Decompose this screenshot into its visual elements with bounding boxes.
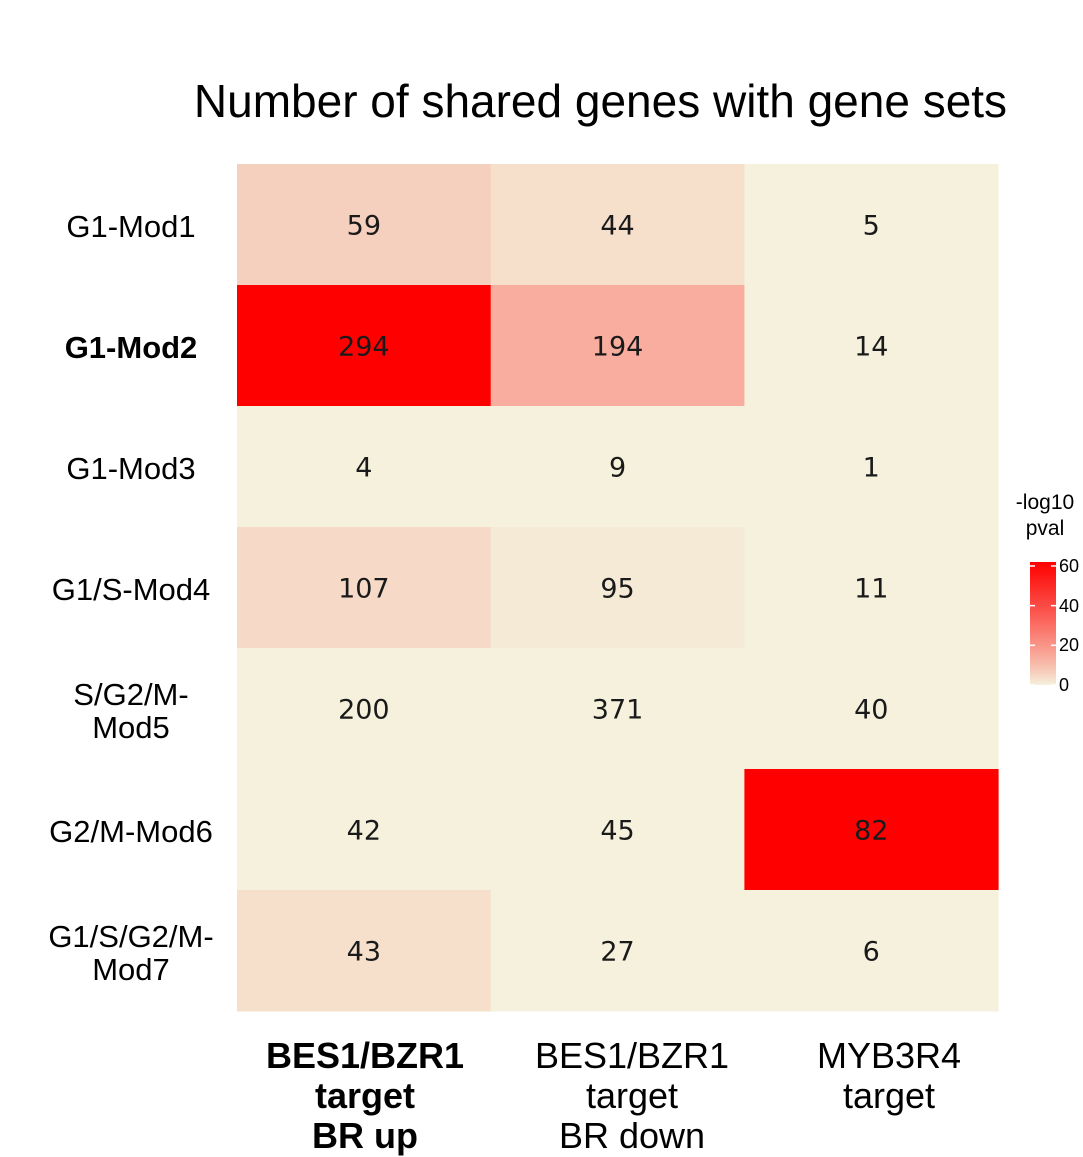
cell-value-label: 9 <box>609 453 626 484</box>
cell-value-label: 1 <box>863 453 880 484</box>
cell-value-label: 42 <box>347 816 381 847</box>
heatmap-cell <box>744 648 999 770</box>
heatmap-cell <box>237 406 492 528</box>
heatmap-cell <box>237 648 492 770</box>
legend-tick-label: 40 <box>1059 595 1080 616</box>
heatmap-cell <box>237 890 492 1012</box>
legend-tick-label: 60 <box>1059 555 1080 576</box>
heatmap-cell <box>237 285 492 407</box>
cell-value-label: 107 <box>338 574 390 605</box>
cell-value-label: 6 <box>863 937 880 968</box>
cell-value-label: 294 <box>338 332 390 363</box>
heatmap-cell <box>490 769 745 891</box>
cell-value-label: 40 <box>854 695 888 726</box>
column-label: BES1/BZR1 target BR down <box>534 1035 730 1156</box>
heatmap-cell <box>744 406 999 528</box>
cell-value-label: 82 <box>854 816 888 847</box>
cell-value-label: 27 <box>600 937 634 968</box>
heatmap-cell <box>490 890 745 1012</box>
cell-value-label: 5 <box>863 211 880 242</box>
heatmap-cell <box>744 890 999 1012</box>
legend-tick-label: 20 <box>1059 635 1080 656</box>
heatmap-cell <box>490 406 745 528</box>
chart-title: Number of shared genes with gene sets <box>193 75 1008 127</box>
cell-value-label: 14 <box>854 332 888 363</box>
cell-value-label: 45 <box>600 816 634 847</box>
heatmap-cell <box>237 164 492 286</box>
heatmap-cells <box>237 164 999 1012</box>
row-label: G1-Mod2 <box>64 330 198 365</box>
cell-value-label: 43 <box>347 937 381 968</box>
legend-gradient <box>1030 562 1056 685</box>
heatmap-cell-labels: 59 44 5 294 194 14 4 9 1 107 95 11 200 371 40 42 45 82 43 2… <box>338 211 888 968</box>
heatmap-cell <box>490 648 745 770</box>
column-label: MYB3R4 target <box>816 1035 962 1116</box>
cell-value-label: 59 <box>347 211 381 242</box>
heatmap-cell <box>744 164 999 286</box>
legend-tick-label: 0 <box>1059 675 1070 695</box>
row-label: G2/M-Mod6 <box>49 814 213 849</box>
heatmap-cell <box>744 769 999 891</box>
heatmap-cell <box>237 527 492 649</box>
cell-value-label: 4 <box>355 453 372 484</box>
row-label: G1-Mod3 <box>66 451 196 486</box>
cell-value-label: 11 <box>854 574 888 605</box>
heatmap-cell <box>744 527 999 649</box>
legend-color-bar <box>1030 562 1056 686</box>
heatmap-cell <box>490 164 745 286</box>
legend-title: -log10 pval <box>1015 491 1075 540</box>
column-label: BES1/BZR1 target BR up <box>265 1035 465 1156</box>
cell-value-label: 44 <box>600 211 634 242</box>
heatmap-cell <box>744 285 999 407</box>
row-label: S/G2/M- Mod5 <box>73 676 189 745</box>
row-label: G1/S/G2/M- Mod7 <box>48 918 214 987</box>
heatmap-cell <box>237 769 492 891</box>
row-label: G1-Mod1 <box>66 209 196 244</box>
row-label: G1/S-Mod4 <box>51 572 211 607</box>
heatmap-cell <box>490 527 745 649</box>
heatmap-cell <box>490 285 745 407</box>
cell-value-label: 95 <box>600 574 634 605</box>
cell-value-label: 371 <box>592 695 644 726</box>
cell-value-label: 194 <box>592 332 644 363</box>
cell-value-label: 200 <box>338 695 390 726</box>
